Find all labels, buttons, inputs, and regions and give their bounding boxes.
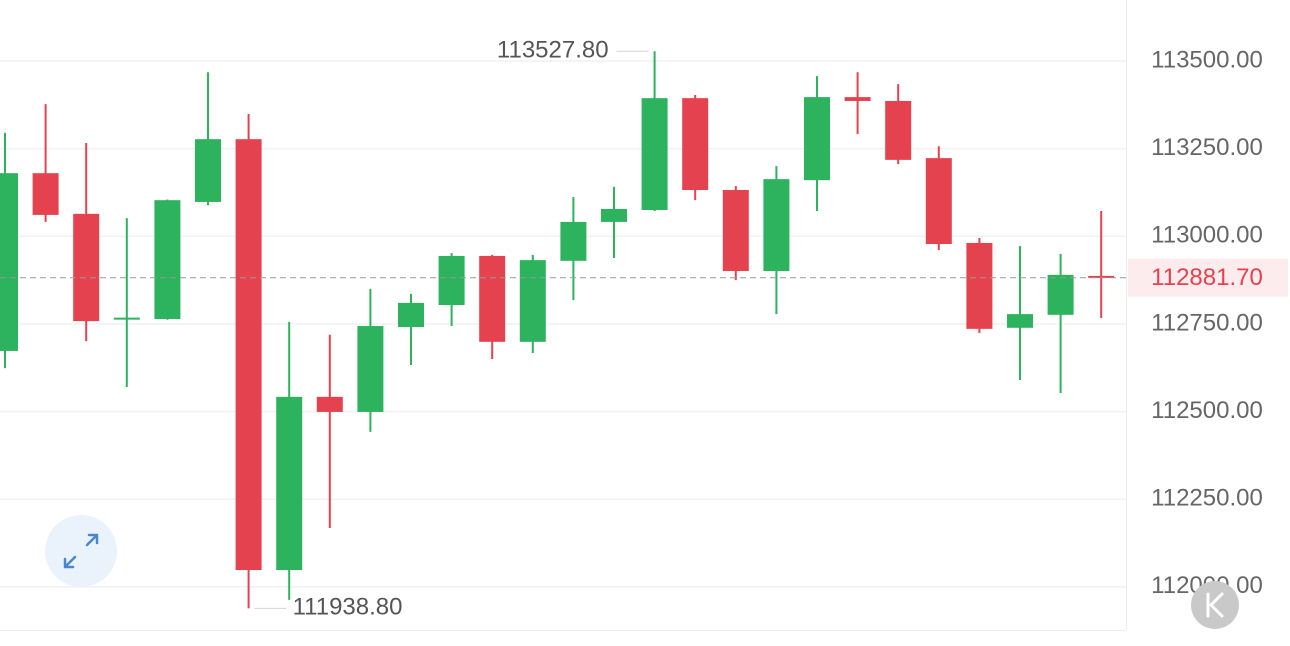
candle-body [722, 190, 749, 272]
last-price-label: 112881.70 [1151, 264, 1263, 291]
candle-body [601, 208, 627, 222]
grid: 112000.00112250.00112500.00112750.001130… [0, 46, 1263, 599]
candle-body [235, 139, 262, 571]
candle-body [195, 139, 221, 202]
candles [0, 51, 1115, 609]
expand-button-bg[interactable] [45, 515, 117, 587]
candle-body [0, 173, 18, 351]
candle-body [438, 255, 465, 306]
logo-icon [1206, 592, 1224, 618]
annotation-label: 111938.80 [293, 594, 403, 621]
annotation-label: 113527.80 [497, 37, 609, 64]
overlay: 113527.80 111938.80 112881.70 [0, 37, 1288, 621]
y-tick-label: 113000.00 [1151, 222, 1263, 249]
candle-body [479, 255, 506, 342]
candle-body [154, 200, 181, 320]
y-tick-label: 113500.00 [1151, 46, 1263, 73]
candle-body [925, 158, 952, 245]
expand-icon [63, 533, 99, 569]
candle-body [966, 242, 993, 329]
logo-bg[interactable] [1191, 581, 1239, 629]
y-tick-label: 112750.00 [1151, 309, 1263, 336]
expand-button[interactable] [45, 515, 117, 587]
candle-body [73, 213, 100, 322]
candle-body [804, 97, 830, 181]
candle-body [1007, 314, 1033, 328]
candle-body [32, 173, 59, 215]
candle-body [113, 317, 140, 320]
y-tick-label: 112250.00 [1151, 485, 1263, 512]
candle-body [276, 396, 303, 571]
candle-body [357, 326, 384, 412]
candle-body [398, 302, 424, 328]
candle-body [763, 179, 790, 272]
y-tick-label: 112500.00 [1151, 397, 1263, 424]
candle-body [519, 260, 546, 342]
candle-body [560, 221, 587, 261]
logo-button[interactable] [1191, 581, 1239, 629]
y-tick-label: 113250.00 [1151, 134, 1263, 161]
candle-body [641, 98, 668, 210]
candle-body [1047, 274, 1074, 315]
last-price-badge [1128, 258, 1288, 297]
candle-body [682, 98, 709, 191]
candle-body [316, 396, 343, 412]
candle-body [1088, 275, 1115, 278]
candle-body [885, 100, 912, 160]
candle-body [844, 97, 871, 101]
